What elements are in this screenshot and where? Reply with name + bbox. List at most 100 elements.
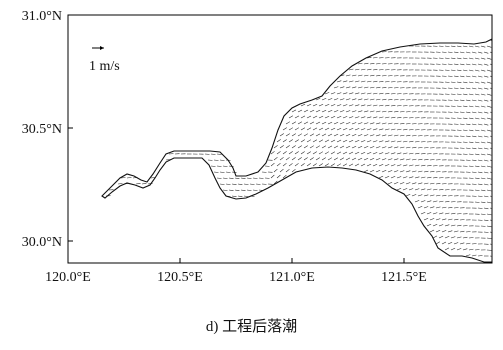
current-vector-arrow <box>420 141 426 143</box>
current-vector-field <box>105 39 497 257</box>
current-vector-arrow <box>363 110 369 113</box>
current-vector-arrow <box>312 103 318 107</box>
current-vector-arrow <box>465 75 471 78</box>
current-vector-arrow <box>321 109 327 113</box>
current-vector-arrow <box>252 189 258 191</box>
current-vector-arrow <box>471 111 477 114</box>
current-vector-arrow <box>480 189 486 192</box>
current-vector-arrow <box>462 225 468 227</box>
current-vector-arrow <box>486 237 492 239</box>
current-vector-arrow <box>396 164 402 167</box>
current-vector-arrow <box>483 51 489 54</box>
current-vector-arrow <box>459 63 465 66</box>
current-vector-arrow <box>345 110 351 113</box>
current-vector-arrow <box>477 207 483 209</box>
current-vector-arrow <box>405 111 411 113</box>
current-vector-arrow <box>468 117 474 120</box>
current-vector-arrow <box>414 188 420 191</box>
current-vector-arrow <box>306 127 312 131</box>
current-vector-arrow <box>486 129 492 132</box>
current-vector-arrow <box>468 57 474 60</box>
current-vector-arrow <box>378 57 384 59</box>
current-vector-arrow <box>456 69 462 71</box>
current-vector-arrow <box>417 170 423 173</box>
current-vector-arrow <box>471 183 477 185</box>
current-vector-arrow <box>390 105 396 107</box>
current-vector-arrow <box>435 218 441 221</box>
current-vector-arrow <box>366 116 372 119</box>
current-vector-arrow <box>493 226 497 227</box>
current-vector-arrow <box>351 74 357 77</box>
current-vector-arrow <box>342 116 348 119</box>
current-vector-arrow <box>480 81 486 84</box>
current-vector-arrow <box>375 169 381 173</box>
current-vector-arrow <box>489 243 492 245</box>
current-vector-arrow <box>381 122 387 125</box>
current-vector-arrow <box>489 63 492 65</box>
current-vector-arrow <box>360 128 366 131</box>
current-vector-arrow <box>351 145 357 149</box>
current-vector-arrow <box>474 69 480 72</box>
current-vector-arrow <box>480 177 486 180</box>
current-vector-arrow <box>441 206 447 209</box>
current-vector-arrow <box>480 153 486 156</box>
current-vector-arrow <box>486 117 492 120</box>
current-vector-arrow <box>423 170 429 173</box>
current-vector-arrow <box>390 140 396 143</box>
current-vector-arrow <box>351 134 357 137</box>
current-vector-arrow <box>432 235 438 239</box>
current-vector-arrow <box>126 177 132 179</box>
current-vector-arrow <box>303 109 309 113</box>
current-vector-arrow <box>282 151 287 155</box>
current-vector-arrow <box>375 98 381 101</box>
current-vector-arrow <box>387 170 393 173</box>
current-vector-arrow <box>489 87 492 89</box>
current-vector-arrow <box>291 133 296 137</box>
current-vector-arrow <box>300 163 305 167</box>
current-vector-arrow <box>237 183 243 185</box>
current-vector-arrow <box>333 98 339 101</box>
current-vector-arrow <box>493 202 497 203</box>
current-vector-arrow <box>225 183 231 185</box>
current-vector-arrow <box>309 145 314 149</box>
current-vector-arrow <box>381 63 387 65</box>
current-vector-arrow <box>447 242 453 245</box>
current-vector-arrow <box>483 207 489 210</box>
current-vector-arrow <box>339 145 345 149</box>
current-vector-arrow <box>480 93 486 96</box>
current-vector-arrow <box>493 142 497 143</box>
current-vector-arrow <box>336 116 342 119</box>
current-vector-arrow <box>444 81 450 83</box>
current-vector-arrow <box>369 63 375 65</box>
current-vector-arrow <box>315 98 321 101</box>
current-vector-arrow <box>312 139 318 143</box>
current-vector-arrow <box>393 111 399 113</box>
current-vector-arrow <box>240 177 246 179</box>
current-vector-arrow <box>426 176 432 179</box>
current-vector-arrow <box>282 174 287 179</box>
current-vector-arrow <box>417 206 423 209</box>
current-vector-arrow <box>411 135 417 137</box>
current-vector-arrow <box>378 116 384 119</box>
current-vector-arrow <box>480 105 486 108</box>
current-vector-arrow <box>474 117 480 120</box>
current-vector-arrow <box>366 92 372 95</box>
current-vector-arrow <box>300 115 306 119</box>
current-vector-arrow <box>417 158 423 161</box>
current-vector-arrow <box>471 63 477 66</box>
current-vector-arrow <box>366 57 372 59</box>
current-vector-arrow <box>390 116 396 119</box>
current-vector-arrow <box>387 110 393 113</box>
current-vector-arrow <box>396 93 402 95</box>
current-vector-arrow <box>489 75 492 77</box>
current-vector-arrow <box>324 115 330 119</box>
current-vector-arrow <box>465 135 471 137</box>
current-vector-arrow <box>483 171 489 174</box>
current-vector-arrow <box>390 128 396 131</box>
current-vector-arrow <box>381 87 387 89</box>
current-vector-arrow <box>486 177 492 180</box>
current-vector-arrow <box>450 201 456 203</box>
current-vector-arrow <box>420 164 426 167</box>
current-vector-arrow <box>483 159 489 162</box>
current-vector-arrow <box>447 207 453 209</box>
